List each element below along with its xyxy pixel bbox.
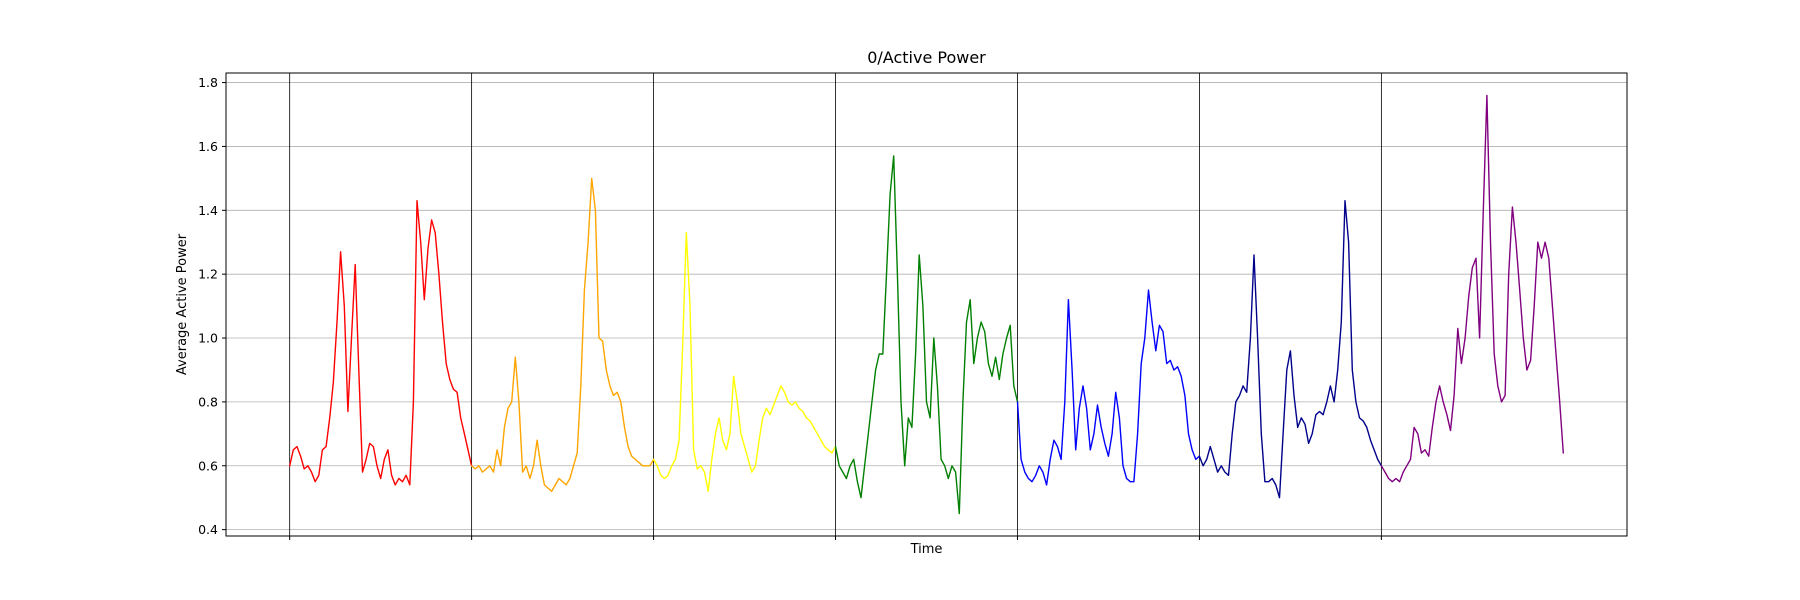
series-line-4 (834, 155, 1019, 515)
x-axis-label: Time (910, 542, 943, 557)
series-line-2 (470, 177, 655, 492)
series-line-3 (652, 231, 837, 492)
y-tick-label: 1.6 (198, 139, 218, 154)
y-tick-label: 1.8 (198, 75, 218, 90)
series-line-6 (1198, 199, 1383, 499)
chart-title: 0/Active Power (867, 48, 986, 67)
series-line-1 (289, 199, 473, 486)
y-tick-label: 1.0 (198, 331, 218, 346)
series-line-5 (1016, 289, 1201, 486)
y-tick-label: 0.4 (198, 522, 218, 537)
series-layer (289, 94, 1565, 515)
grid-layer (226, 82, 1627, 531)
y-tick-label: 1.2 (198, 267, 218, 282)
segment-divider-layer (289, 73, 1382, 536)
series-line-7 (1380, 94, 1565, 483)
y-tick-layer: 0.4 0.6 0.8 1.0 1.2 1.4 1.6 1.8 (198, 75, 226, 537)
x-tick-layer (289, 536, 1382, 540)
y-tick-label: 0.8 (198, 394, 218, 409)
y-tick-label: 0.6 (198, 458, 218, 473)
y-axis-label: Average Active Power (175, 233, 190, 375)
plot-frame (225, 72, 1628, 537)
y-tick-label: 1.4 (198, 203, 218, 218)
